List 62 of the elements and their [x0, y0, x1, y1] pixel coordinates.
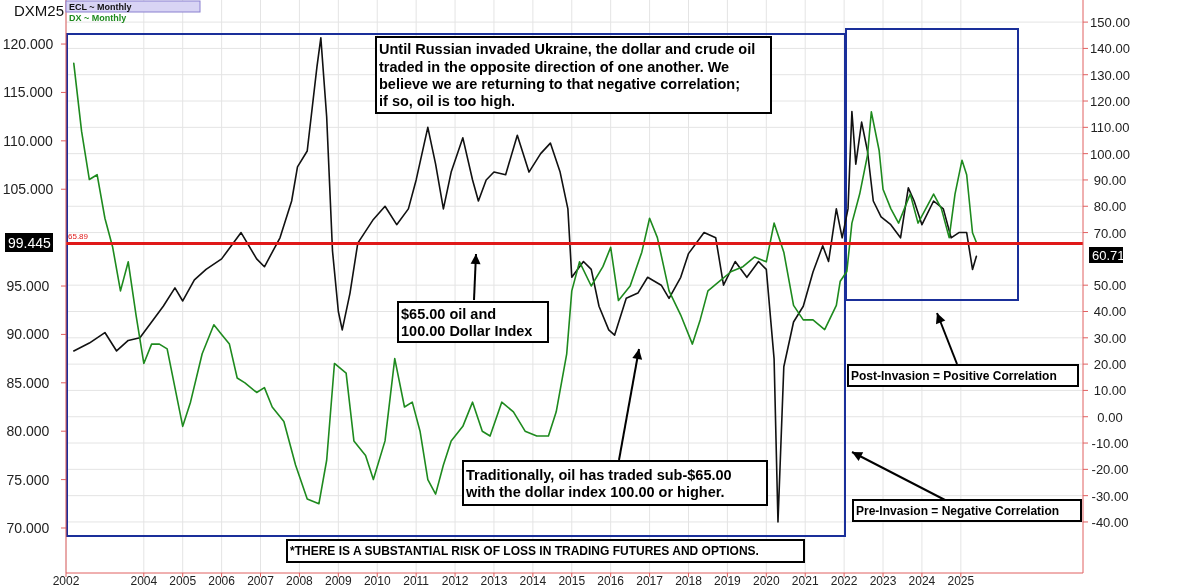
y2-tick-label: 130.00 — [1090, 67, 1130, 83]
y-tick-label: 75.000 — [6, 471, 50, 488]
x-tick-label: 2004 — [130, 574, 158, 586]
y-tick-label: 70.000 — [6, 519, 50, 536]
x-tick-label: 2020 — [752, 574, 780, 586]
y-tick-label: 105.000 — [2, 181, 54, 198]
x-tick-label: 2002 — [52, 574, 80, 586]
annotation: Post-Invasion = Positive Correlation — [851, 368, 1057, 383]
y2-tick-label: 110.00 — [1090, 120, 1130, 136]
x-tick-label: 2018 — [675, 574, 703, 586]
x-tick-label: 2016 — [597, 574, 625, 586]
y-tick-label: 95.000 — [6, 278, 50, 295]
x-tick-label: 2023 — [869, 574, 897, 586]
y2-tick-label: -40.00 — [1091, 514, 1129, 530]
x-tick-label: 2022 — [830, 574, 858, 586]
y2-tick-label: -30.00 — [1091, 488, 1129, 504]
annotation: Traditionally, oil has traded sub-$65.00 with the dollar index 100.00 or higher. — [465, 466, 732, 500]
annotation: $65.00 oil and 100.00 Dollar Index — [401, 305, 533, 339]
y2-tick-label: 70.00 — [1093, 225, 1127, 241]
x-tick-label: 2021 — [791, 574, 819, 586]
x-tick-label: 2019 — [714, 574, 742, 586]
x-tick-label: 2015 — [558, 574, 586, 586]
x-tick-label: 2008 — [286, 574, 314, 586]
x-tick-label: 2017 — [636, 574, 664, 586]
y2-tick-label: 80.00 — [1093, 199, 1127, 215]
y-tick-label: 120.000 — [2, 36, 54, 53]
y-tick-label: 85.000 — [6, 374, 50, 391]
chart-title: DXM25 — [14, 2, 65, 19]
x-tick-label: 2010 — [363, 574, 391, 586]
y2-tick-label: 50.00 — [1093, 278, 1127, 294]
text: ECL ~ Monthly — [69, 2, 132, 12]
y2-tick-label: -10.00 — [1091, 436, 1129, 452]
y2-tick-label: 140.00 — [1090, 41, 1130, 57]
x-tick-label: 2024 — [908, 574, 936, 586]
annotation: Pre-Invasion = Negative Correlation — [856, 503, 1060, 518]
x-tick-label: 2011 — [403, 574, 430, 586]
y-tick-label: 115.000 — [3, 84, 53, 101]
y-tick-label: 90.000 — [6, 326, 50, 343]
x-tick-label: 2012 — [441, 574, 469, 586]
y2-tick-label: 150.00 — [1090, 15, 1130, 31]
y2-tick-label: 30.00 — [1093, 330, 1127, 346]
y2-tick-label: -20.00 — [1091, 462, 1129, 478]
y2-tick-label: 120.00 — [1090, 94, 1130, 110]
y2-tick-label: 90.00 — [1093, 172, 1127, 188]
y2-tick-label: 20.00 — [1093, 357, 1127, 373]
y-tick-label: 80.000 — [6, 423, 50, 440]
x-tick-label: 2013 — [480, 574, 508, 586]
text: DX ~ Monthly — [69, 13, 127, 23]
y2-tick-label: 0.00 — [1097, 409, 1123, 425]
annotation: Until Russian invaded Ukraine, the dollar and crude oil traded in the opposite direction of one another. We believe we are returning to that negative correlation; if so, oil is too high. — [379, 41, 756, 110]
x-tick-label: 2005 — [169, 574, 197, 586]
x-tick-label: 2009 — [324, 574, 353, 586]
x-tick-label: 2007 — [247, 574, 275, 586]
y2-tick-label: 10.00 — [1093, 383, 1127, 399]
x-tick-label: 2006 — [208, 574, 236, 586]
ref-line-label: 65.89 — [68, 232, 89, 242]
annotation: *THERE IS A SUBSTANTIAL RISK OF LOSS IN TRADING FUTURES AND OPTIONS. — [290, 544, 759, 559]
y2-tick-label: 100.00 — [1090, 146, 1130, 162]
y2-tick-label: 40.00 — [1093, 304, 1127, 320]
y-tick-label: 110.000 — [3, 132, 53, 149]
x-tick-label: 2025 — [947, 574, 975, 586]
x-tick-label: 2014 — [519, 574, 547, 586]
